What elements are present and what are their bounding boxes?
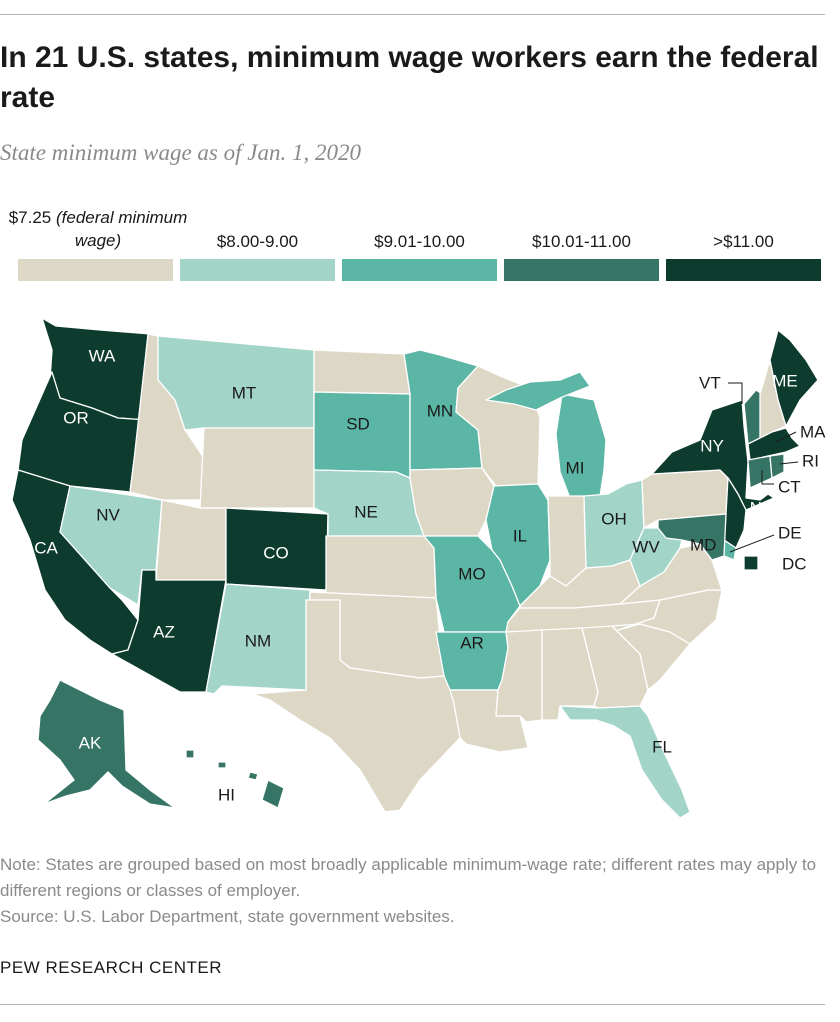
label-wv: WV (632, 538, 660, 557)
label-mt: MT (232, 384, 257, 403)
state-fl[interactable] (559, 705, 691, 819)
state-md[interactable] (657, 513, 727, 561)
footnote: Note: States are grouped based on most b… (0, 852, 820, 930)
label-md: MD (690, 536, 716, 555)
state-mi[interactable] (555, 393, 607, 499)
label-fl: FL (652, 738, 672, 757)
leader-ma (775, 431, 797, 443)
label-il: IL (513, 527, 527, 546)
label-ar: AR (460, 634, 484, 653)
state-ks[interactable] (325, 535, 437, 599)
top-rule (0, 14, 825, 15)
legend-label-federal: $7.25 (federal minimum wage) (8, 206, 188, 252)
state-hi[interactable] (261, 779, 285, 809)
state-hi-maui[interactable] (247, 771, 259, 781)
label-vt: VT (699, 374, 721, 393)
label-ri: RI (802, 452, 819, 471)
bottom-rule (0, 1004, 825, 1005)
state-mi-upper[interactable] (485, 371, 591, 411)
label-mi: MI (566, 459, 585, 478)
label-ca: CA (34, 539, 58, 558)
legend-label-10-11: $10.01-11.00 (532, 232, 631, 251)
state-sd[interactable] (313, 391, 411, 479)
source-text: Source: U.S. Labor Department, state gov… (0, 907, 455, 926)
state-ut[interactable] (155, 499, 227, 581)
note-text: Note: States are grouped based on most b… (0, 855, 817, 900)
state-nm[interactable] (205, 583, 311, 695)
label-nj: NJ (750, 499, 771, 518)
label-ct: CT (778, 478, 801, 497)
legend-label-8-9: $8.00-9.00 (216, 232, 299, 251)
legend-swatch-10-11 (504, 259, 659, 281)
label-mo: MO (458, 565, 485, 584)
label-nm: NM (245, 632, 271, 651)
pew-brand: PEW RESEARCH CENTER (0, 958, 223, 977)
legend-swatch-over-11 (666, 259, 821, 281)
state-wy[interactable] (199, 427, 315, 509)
state-ia[interactable] (409, 467, 495, 537)
leader-lines (728, 382, 799, 553)
state-hi-kauai[interactable] (185, 749, 195, 759)
state-tx[interactable] (251, 599, 461, 813)
label-sd: SD (346, 415, 370, 434)
legend-label-over-11: >$11.00 (713, 232, 774, 251)
label-oh: OH (601, 510, 627, 529)
chart-title: In 21 U.S. states, minimum wage workers … (0, 41, 819, 114)
legend-label-9-10: $9.01-10.00 (374, 232, 465, 251)
state-mo[interactable] (423, 535, 521, 633)
label-nv: NV (96, 506, 120, 525)
leader-vt (728, 382, 743, 404)
us-state-map: WA OR CA NV AZ CO MT NM SD NE MN MI IL M… (11, 317, 826, 819)
label-ny: NY (700, 437, 724, 456)
leader-ct (761, 470, 774, 485)
leader-de (729, 534, 775, 553)
label-de: DE (778, 524, 802, 543)
label-ak: AK (79, 734, 102, 753)
label-wa: WA (89, 347, 116, 366)
label-dc: DC (782, 555, 807, 574)
state-nd[interactable] (313, 349, 411, 395)
label-mn: MN (427, 402, 453, 421)
label-or: OR (63, 409, 89, 428)
label-me: ME (772, 372, 798, 391)
legend-label-federal-extra: (federal minimum wage) (55, 208, 188, 250)
legend-label-federal-value: $7.25 (8, 208, 52, 227)
chart-subtitle: State minimum wage as of Jan. 1, 2020 (0, 140, 361, 165)
state-ri[interactable] (769, 453, 785, 479)
legend-swatch-8-9 (180, 259, 335, 281)
state-dc-marker[interactable] (743, 555, 759, 571)
leader-ri (779, 461, 799, 465)
state-me[interactable] (769, 329, 819, 427)
state-ak[interactable] (37, 679, 176, 809)
label-co: CO (263, 544, 289, 563)
label-ne: NE (354, 503, 378, 522)
legend-swatch-federal (18, 259, 173, 281)
label-az: AZ (153, 623, 175, 642)
state-vt[interactable] (743, 389, 763, 445)
state-nc[interactable] (617, 589, 723, 645)
label-hi: HI (218, 786, 235, 805)
state-ct[interactable] (747, 455, 773, 489)
state-hi-oahu[interactable] (217, 761, 227, 769)
legend-swatch-9-10 (342, 259, 497, 281)
state-az[interactable] (111, 569, 227, 693)
label-ma: MA (800, 423, 826, 442)
